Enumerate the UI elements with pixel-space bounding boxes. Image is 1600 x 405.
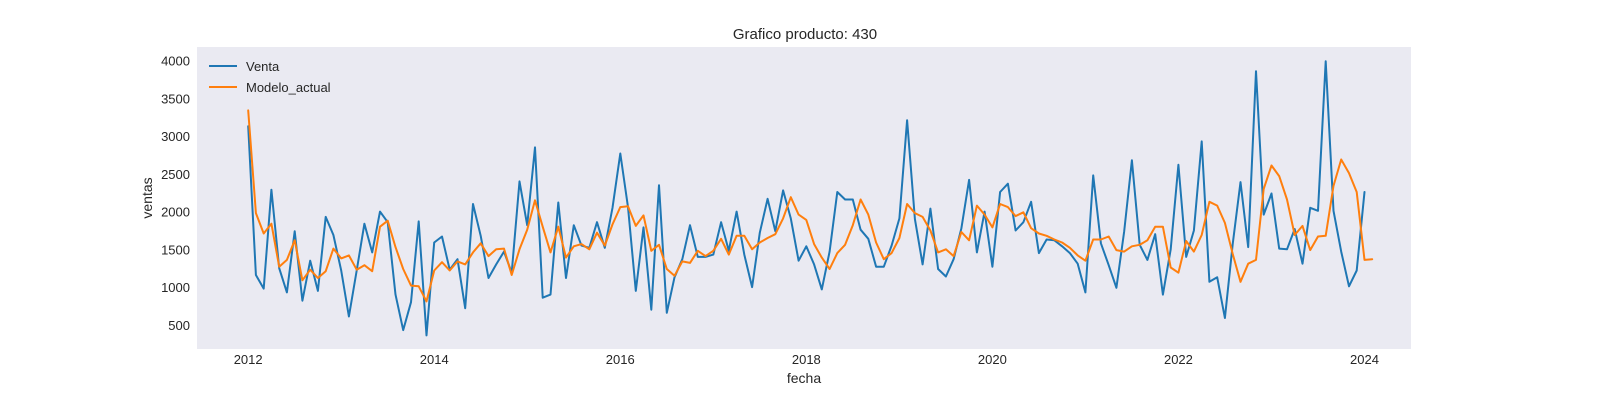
x-axis-label: fecha [787, 370, 821, 386]
y-tick-label: 1500 [161, 242, 190, 257]
legend: Venta Modelo_actual [209, 59, 331, 95]
legend-label: Modelo_actual [246, 80, 331, 95]
chart-title: Grafico producto: 430 [733, 26, 877, 43]
x-tick-label: 2012 [234, 352, 263, 367]
x-tick-label: 2020 [978, 352, 1007, 367]
y-axis: 500 1000 1500 2000 2500 3000 3500 4000 [161, 54, 190, 333]
series-lines [247, 60, 1374, 337]
y-tick-label: 3000 [161, 129, 190, 144]
x-tick-label: 2014 [420, 352, 449, 367]
y-axis-label: ventas [139, 177, 155, 218]
x-tick-label: 2024 [1350, 352, 1379, 367]
x-axis: 2012 2014 2016 2018 2020 2022 2024 [234, 352, 1379, 367]
x-tick-label: 2016 [606, 352, 635, 367]
y-tick-label: 500 [168, 318, 190, 333]
x-tick-label: 2022 [1164, 352, 1193, 367]
y-tick-label: 4000 [161, 54, 190, 69]
y-tick-label: 2500 [161, 167, 190, 182]
series-line-venta [247, 60, 1366, 337]
plot-area [197, 47, 1411, 349]
series-line-modelo-actual [247, 109, 1374, 303]
y-tick-label: 2000 [161, 205, 190, 220]
y-tick-label: 1000 [161, 280, 190, 295]
x-tick-label: 2018 [792, 352, 821, 367]
y-tick-label: 3500 [161, 91, 190, 106]
legend-label: Venta [246, 59, 280, 74]
